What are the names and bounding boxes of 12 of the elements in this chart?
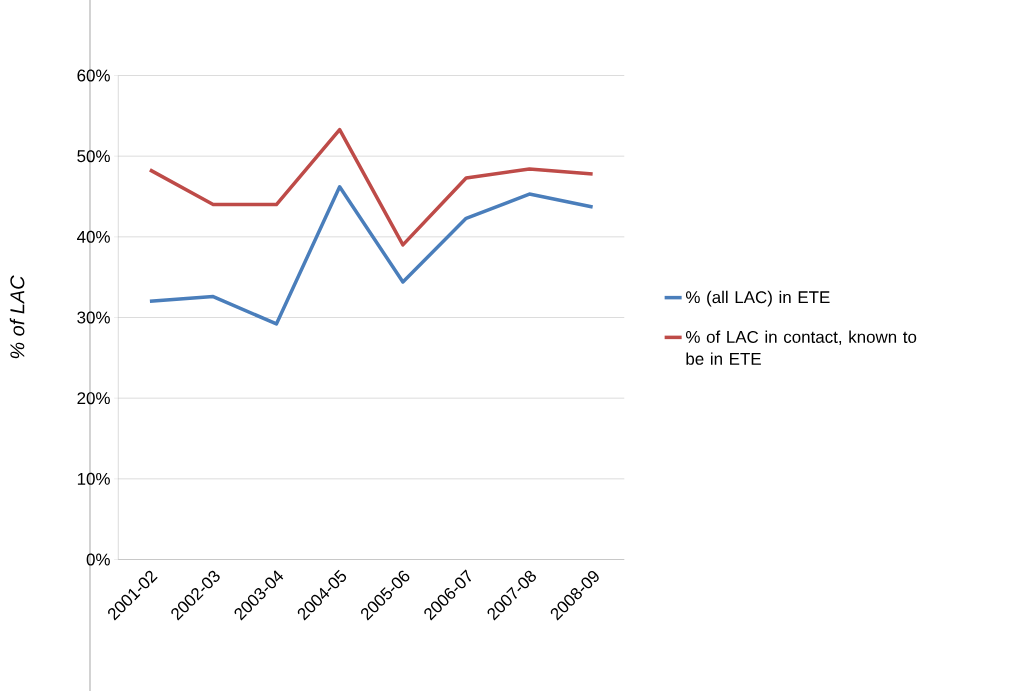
y-tick-label: 50% xyxy=(77,150,110,163)
y-tick-label: 30% xyxy=(77,311,110,324)
y-tick-label: 40% xyxy=(77,230,110,243)
y-axis-title: % of LAC xyxy=(9,275,25,359)
y-tick-label: 60% xyxy=(77,69,110,82)
legend-label: % of LAC in contact, known to be in ETE xyxy=(685,330,917,365)
line-series xyxy=(148,185,595,326)
y-tick-label: 10% xyxy=(77,472,110,485)
line-series xyxy=(148,127,595,247)
y-tick-label: 20% xyxy=(77,392,110,405)
legend-label: % (all LAC) in ETE xyxy=(685,290,830,307)
y-tick-label: 0% xyxy=(86,553,110,566)
